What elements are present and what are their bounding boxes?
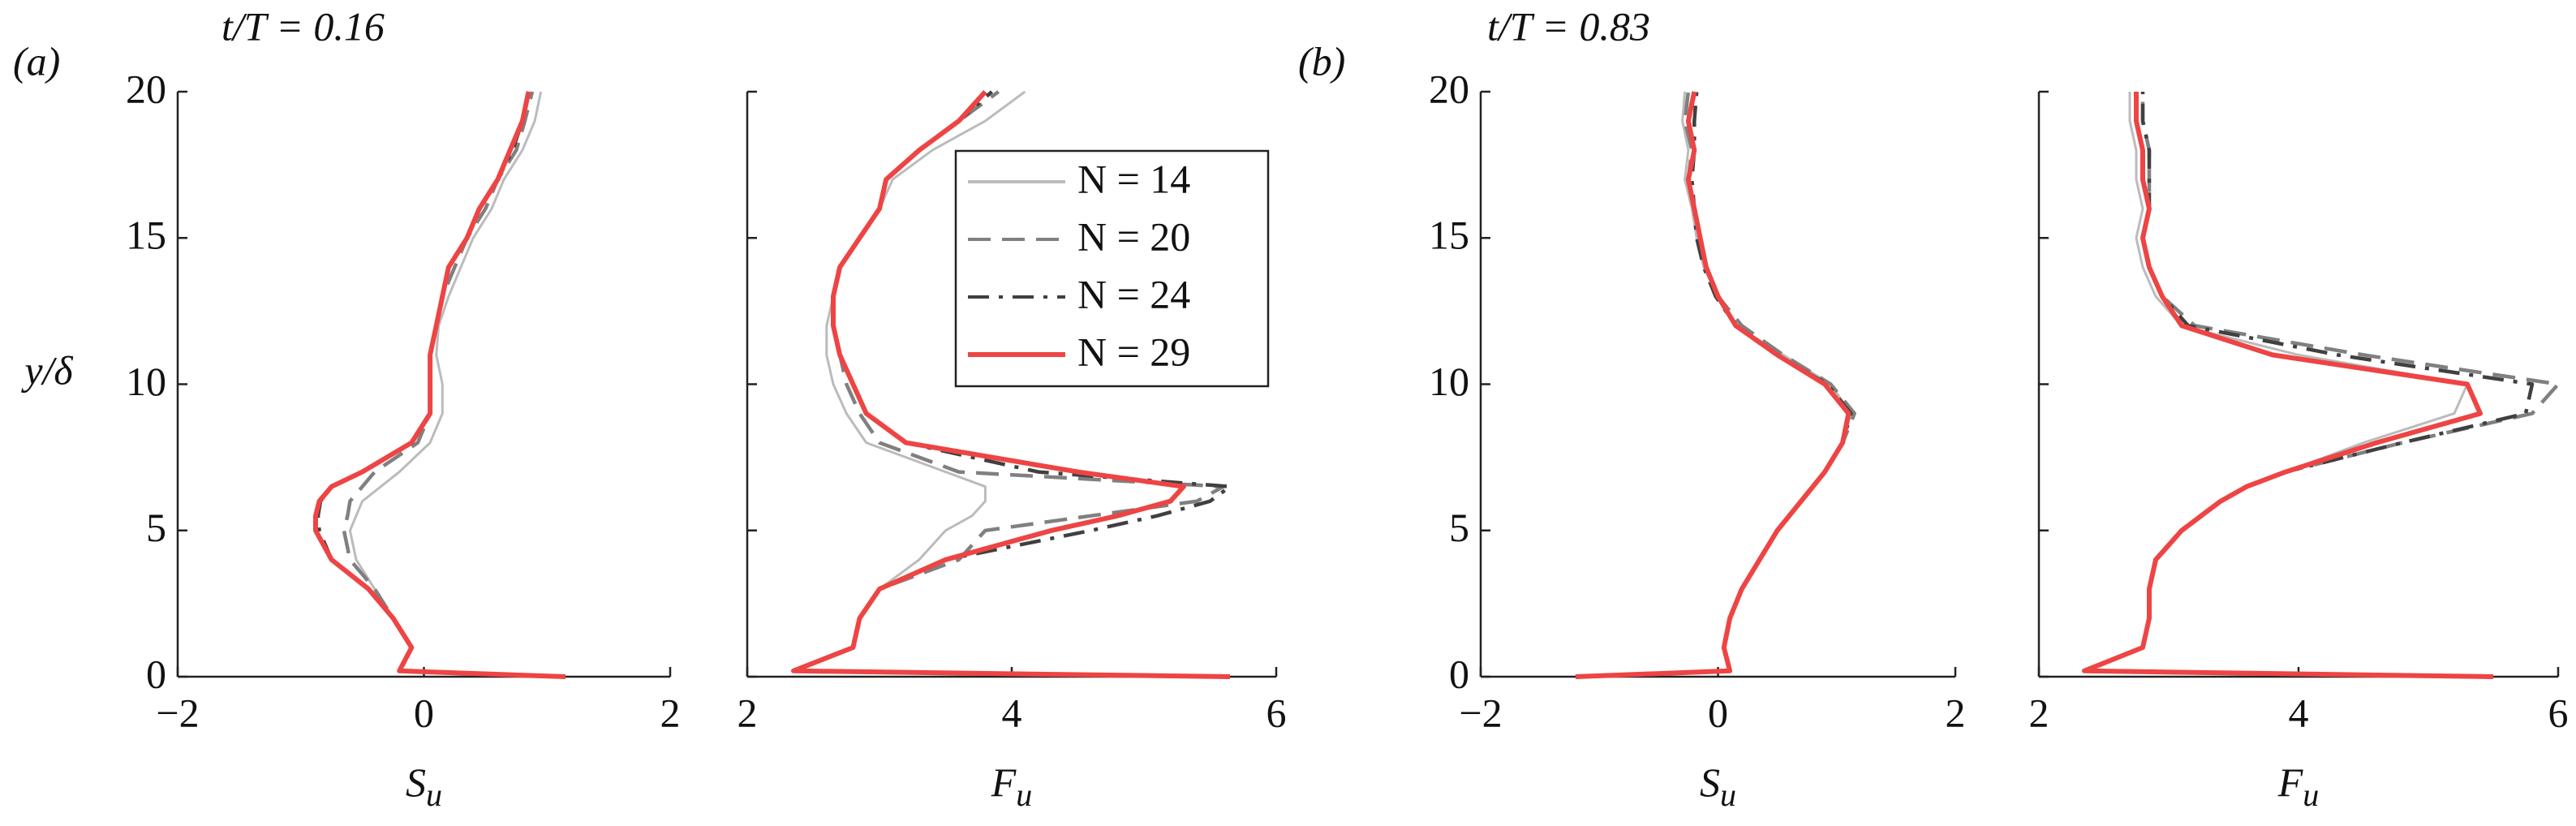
series-line <box>348 91 566 678</box>
x-tick-label: 6 <box>1266 690 1287 735</box>
y-tick-label: 5 <box>146 505 166 550</box>
y-tick-label: 10 <box>1429 359 1469 404</box>
x-axis-label-subscript: u <box>426 777 442 813</box>
y-tick-label: 20 <box>126 66 166 111</box>
x-tick-label: 6 <box>2548 690 2569 735</box>
x-tick-label: 2 <box>660 690 681 735</box>
panel-label: (a) <box>13 38 60 84</box>
x-axis-label-subscript: u <box>1016 777 1032 813</box>
series-line <box>2082 92 2494 679</box>
series-line <box>791 89 1231 679</box>
x-axis-label-main: S <box>1700 759 1720 805</box>
series-line <box>1575 91 1856 679</box>
y-tick-label: 15 <box>126 213 166 258</box>
x-axis-label: Su <box>1700 759 1736 813</box>
y-tick-label: 10 <box>126 359 166 404</box>
x-axis-label-main: S <box>406 759 426 805</box>
x-tick-label: 2 <box>738 690 758 735</box>
x-tick-label: −2 <box>156 690 199 735</box>
x-axis-label-subscript: u <box>2303 777 2319 813</box>
x-tick-label: 0 <box>1708 690 1728 735</box>
y-tick-label: 5 <box>1449 505 1469 550</box>
series-line <box>1575 91 1853 679</box>
x-axis-label: Fu <box>2277 759 2320 813</box>
legend-label: N = 24 <box>1077 271 1190 316</box>
x-tick-label: 0 <box>414 690 434 735</box>
y-tick-label: 20 <box>1429 66 1469 111</box>
series-line <box>2082 92 2561 679</box>
series-line <box>1575 91 1852 678</box>
panel-title: t/T = 0.16 <box>221 3 385 49</box>
x-axis-label-subscript: u <box>1720 777 1736 813</box>
x-tick-label: 2 <box>1946 690 1966 735</box>
legend-box <box>954 149 1270 388</box>
panel-title: t/T = 0.83 <box>1487 3 1650 49</box>
series-line <box>342 91 566 679</box>
x-axis-label: Fu <box>991 759 1033 813</box>
legend-label: N = 29 <box>1077 329 1190 374</box>
legend-label: N = 14 <box>1077 156 1190 201</box>
x-tick-label: 4 <box>2289 690 2309 735</box>
y-axis-label: y/δ <box>20 347 73 393</box>
series-line <box>2083 92 2494 678</box>
y-tick-label: 0 <box>1449 651 1469 696</box>
series-line <box>313 91 566 679</box>
legend-label: N = 20 <box>1077 213 1190 259</box>
x-tick-label: 4 <box>1002 690 1022 735</box>
x-tick-label: 2 <box>2029 690 2049 735</box>
x-tick-label: −2 <box>1459 690 1502 735</box>
x-axis-label: Su <box>406 759 442 813</box>
panel-label: (b) <box>1298 38 1345 84</box>
series-line <box>1575 91 1851 679</box>
x-axis-label-main: F <box>2277 759 2303 805</box>
y-tick-label: 0 <box>146 651 166 696</box>
y-tick-label: 15 <box>1429 213 1469 258</box>
x-axis-label-main: F <box>991 759 1017 805</box>
